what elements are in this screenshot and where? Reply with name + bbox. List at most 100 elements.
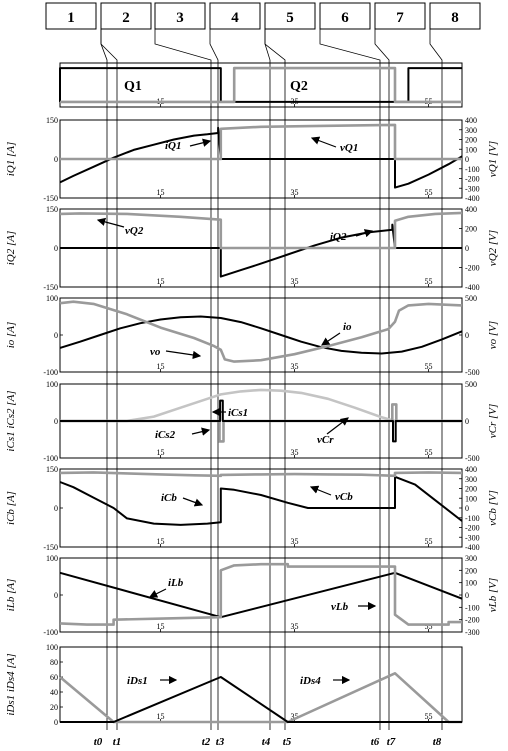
interval-box-8 xyxy=(429,2,481,30)
series-q2 xyxy=(60,66,462,104)
x-tick-label: 15 xyxy=(157,622,165,631)
connector-t8 xyxy=(429,29,443,730)
panel-iCb: 15 35 551500-1504003002001000-100-200-300-… xyxy=(5,465,499,552)
y-left-tick-label: 80 xyxy=(50,658,58,667)
panel-frame xyxy=(59,468,463,548)
annotation-vo: vo xyxy=(150,346,161,358)
y-left-tick-label: 0 xyxy=(54,244,58,253)
annotation-iq1: iQ1 xyxy=(165,140,182,152)
interval-box-3 xyxy=(154,2,206,30)
y-left-tick-label: 60 xyxy=(50,673,58,682)
y-left-axis-label: iQ1 [A] xyxy=(5,142,17,177)
x-tick-label: 35 xyxy=(291,277,299,286)
y-left-tick-label: -100 xyxy=(43,454,58,463)
series-vo xyxy=(59,300,463,363)
x-tick-label: 35 xyxy=(291,448,299,457)
annotation-vcb: vCb xyxy=(335,491,353,503)
y-right-tick-label: 200 xyxy=(465,485,477,494)
x-tick-label: 35 xyxy=(291,188,299,197)
series-q1 xyxy=(59,67,462,103)
y-left-axis-label: io [A] xyxy=(5,322,17,349)
y-right-tick-label: 0 xyxy=(465,591,469,600)
y-left-tick-label: -150 xyxy=(43,283,58,292)
panel-iCs: 15 35 55 100 0 -100 500 0 -500 iCs1 iCs2 [A] vCr [… xyxy=(5,380,499,463)
connector-t6 xyxy=(319,29,381,730)
y-right-tick-label: 100 xyxy=(465,145,477,154)
connector-t4 xyxy=(264,29,271,730)
y-right-tick-label: 400 xyxy=(465,116,477,125)
series-ics2 xyxy=(60,403,462,443)
y-left-axis-label: iCs1 iCs2 [A] xyxy=(5,390,17,451)
interval-label-3: 3 xyxy=(176,10,184,26)
y-left-axis-label: iQ2 [A] xyxy=(5,231,17,266)
y-right-axis-label: vQ1 [V] xyxy=(487,141,499,177)
panel-frame xyxy=(59,646,463,723)
x-tick-label: 15 xyxy=(157,712,165,721)
series-vlb xyxy=(59,562,462,626)
panel-iDs: 15 35 55 100 80 60 40 20 0 iDs1 iDs4 [A] iDs1 iDs4 xyxy=(5,643,463,727)
y-left-tick-label: 150 xyxy=(46,205,58,214)
annotation-ids1: iDs1 xyxy=(127,675,148,687)
y-right-tick-label: 400 xyxy=(465,205,477,214)
interval-label-5: 5 xyxy=(286,10,294,26)
annotation-q2: Q2 xyxy=(290,79,308,94)
connector-t2 xyxy=(154,29,212,730)
interval-label-6: 6 xyxy=(341,10,349,26)
y-left-tick-label: -150 xyxy=(43,194,58,203)
y-left-tick-label: -150 xyxy=(43,543,58,552)
x-tick-label: 35 xyxy=(291,712,299,721)
x-tick-label: 15 xyxy=(157,362,165,371)
y-right-axis-label: vCb [V] xyxy=(487,490,499,526)
y-left-tick-label: 40 xyxy=(50,688,58,697)
interval-label-7: 7 xyxy=(396,10,404,26)
y-left-tick-label: 100 xyxy=(46,554,58,563)
y-right-tick-label: 300 xyxy=(465,126,477,135)
x-tick-label: 15 xyxy=(157,188,165,197)
y-right-tick-label: -200 xyxy=(465,616,480,625)
y-right-tick-label: -200 xyxy=(465,264,480,273)
x-tick-label: 55 xyxy=(425,537,433,546)
y-left-tick-label: 150 xyxy=(46,465,58,474)
y-right-tick-label: -200 xyxy=(465,175,480,184)
tmark-t6: t6 xyxy=(371,736,380,748)
y-right-tick-label: 0 xyxy=(465,331,469,340)
connector-t5 xyxy=(264,29,286,730)
tmark-t5: t5 xyxy=(283,736,292,748)
interval-box-5 xyxy=(264,2,316,30)
y-left-tick-label: 100 xyxy=(46,294,58,303)
panel-io: 15 35 55 100 0 -100 500 0 -500 io [A] vo [V] io vo xyxy=(5,294,499,377)
series-vq2 xyxy=(59,211,463,250)
annotation-ids4: iDs4 xyxy=(300,675,321,687)
annotation-icb: iCb xyxy=(161,492,177,504)
y-right-tick-label: 0 xyxy=(465,244,469,253)
x-tick-label: 55 xyxy=(425,362,433,371)
tmark-t1: t1 xyxy=(113,736,122,748)
interval-connectors xyxy=(100,29,443,730)
interval-label-8: 8 xyxy=(451,10,459,26)
y-right-tick-label: 100 xyxy=(465,579,477,588)
annotation-arrow xyxy=(165,350,202,360)
interval-box-2 xyxy=(100,2,152,30)
y-right-tick-label: -200 xyxy=(465,524,480,533)
y-right-axis-label: vQ2 [V] xyxy=(487,230,499,266)
tmark-t0: t0 xyxy=(94,736,103,748)
series-iq2 xyxy=(60,223,462,278)
interval-box-7 xyxy=(374,2,426,30)
y-right-tick-label: 500 xyxy=(465,380,477,389)
y-right-tick-label: -400 xyxy=(465,194,480,203)
x-tick-label: 15 xyxy=(157,277,165,286)
annotation-ics1: iCs1 xyxy=(228,407,248,419)
y-left-tick-label: 0 xyxy=(54,591,58,600)
panel-iQ2: 15 35 55 150 0 -150 400 200 0 -200 -400 iQ2 [A] vQ2 … xyxy=(5,205,499,292)
interval-label-4: 4 xyxy=(231,10,239,26)
y-right-tick-label: -300 xyxy=(465,533,480,542)
y-right-tick-label: -400 xyxy=(465,543,480,552)
x-tick-label: 55 xyxy=(425,448,433,457)
annotation-vlb: vLb xyxy=(331,601,349,613)
panel-iQ1: 15 35 551500-1504003002001000-100-200-300-… xyxy=(5,116,499,203)
series-icb xyxy=(59,475,463,526)
tmark-t2: t2 xyxy=(202,736,211,748)
y-left-tick-label: 0 xyxy=(54,504,58,513)
interval-label-2: 2 xyxy=(122,10,130,26)
